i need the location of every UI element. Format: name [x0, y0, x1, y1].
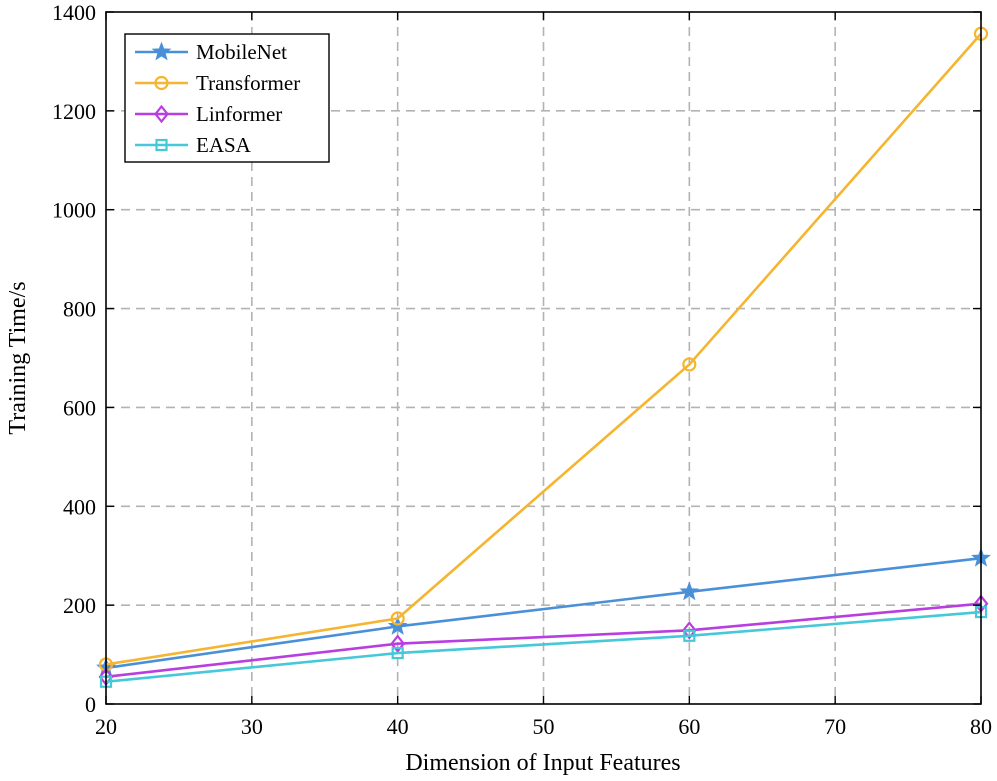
y-tick-label: 1400 [52, 0, 96, 25]
transformer-line [105, 32, 982, 666]
legend-item-linformer: Linformer [135, 102, 282, 126]
legend-label: MobileNet [196, 40, 287, 64]
easa-line [105, 610, 982, 684]
series-linformer [98, 594, 989, 687]
y-tick-label: 400 [63, 494, 96, 519]
legend-item-mobilenet: MobileNet [135, 40, 287, 64]
y-tick-label: 800 [63, 297, 96, 322]
linformer-data-point [681, 621, 697, 640]
mobilenet-data-point [679, 581, 700, 601]
legend-label: EASA [196, 133, 252, 157]
x-tick-label: 50 [533, 714, 555, 739]
mobilenet-line [105, 556, 982, 670]
legend-marker [154, 104, 169, 124]
axis-ticks [105, 11, 982, 705]
legend-item-transformer: Transformer [135, 71, 300, 95]
x-tick-label: 30 [241, 714, 263, 739]
legend-item-easa: EASA [135, 133, 252, 157]
legend-marker [155, 138, 168, 152]
x-tick-labels: 20 30 40 50 60 70 80 [95, 714, 992, 739]
y-tick-label: 200 [63, 593, 96, 618]
linformer-line [105, 602, 982, 679]
legend-label: Transformer [196, 71, 300, 95]
x-tick-label: 40 [387, 714, 409, 739]
legend-label: Linformer [196, 102, 282, 126]
y-tick-label: 1200 [52, 99, 96, 124]
linformer-data-point [390, 634, 406, 653]
x-tick-label: 70 [824, 714, 846, 739]
y-tick-labels: 0 200 400 600 800 1000 1200 1400 [52, 0, 96, 717]
transformer-data-point [682, 357, 697, 372]
legend-marker [154, 75, 169, 91]
transformer-data-point [390, 611, 405, 626]
legend-marker [151, 41, 172, 61]
y-tick-label: 1000 [52, 198, 96, 223]
series-lines [96, 26, 991, 688]
easa-data-point [391, 646, 404, 660]
x-tick-label: 20 [95, 714, 117, 739]
legend: MobileNet Transformer Linformer EASA [124, 33, 330, 163]
x-tick-label: 80 [970, 714, 992, 739]
x-tick-label: 60 [678, 714, 700, 739]
easa-data-point [683, 629, 696, 642]
y-tick-label: 600 [63, 395, 96, 420]
x-axis-title: Dimension of Input Features [405, 750, 680, 776]
y-axis-title: Training Time/s [5, 281, 31, 434]
y-tick-label: 0 [85, 692, 96, 717]
